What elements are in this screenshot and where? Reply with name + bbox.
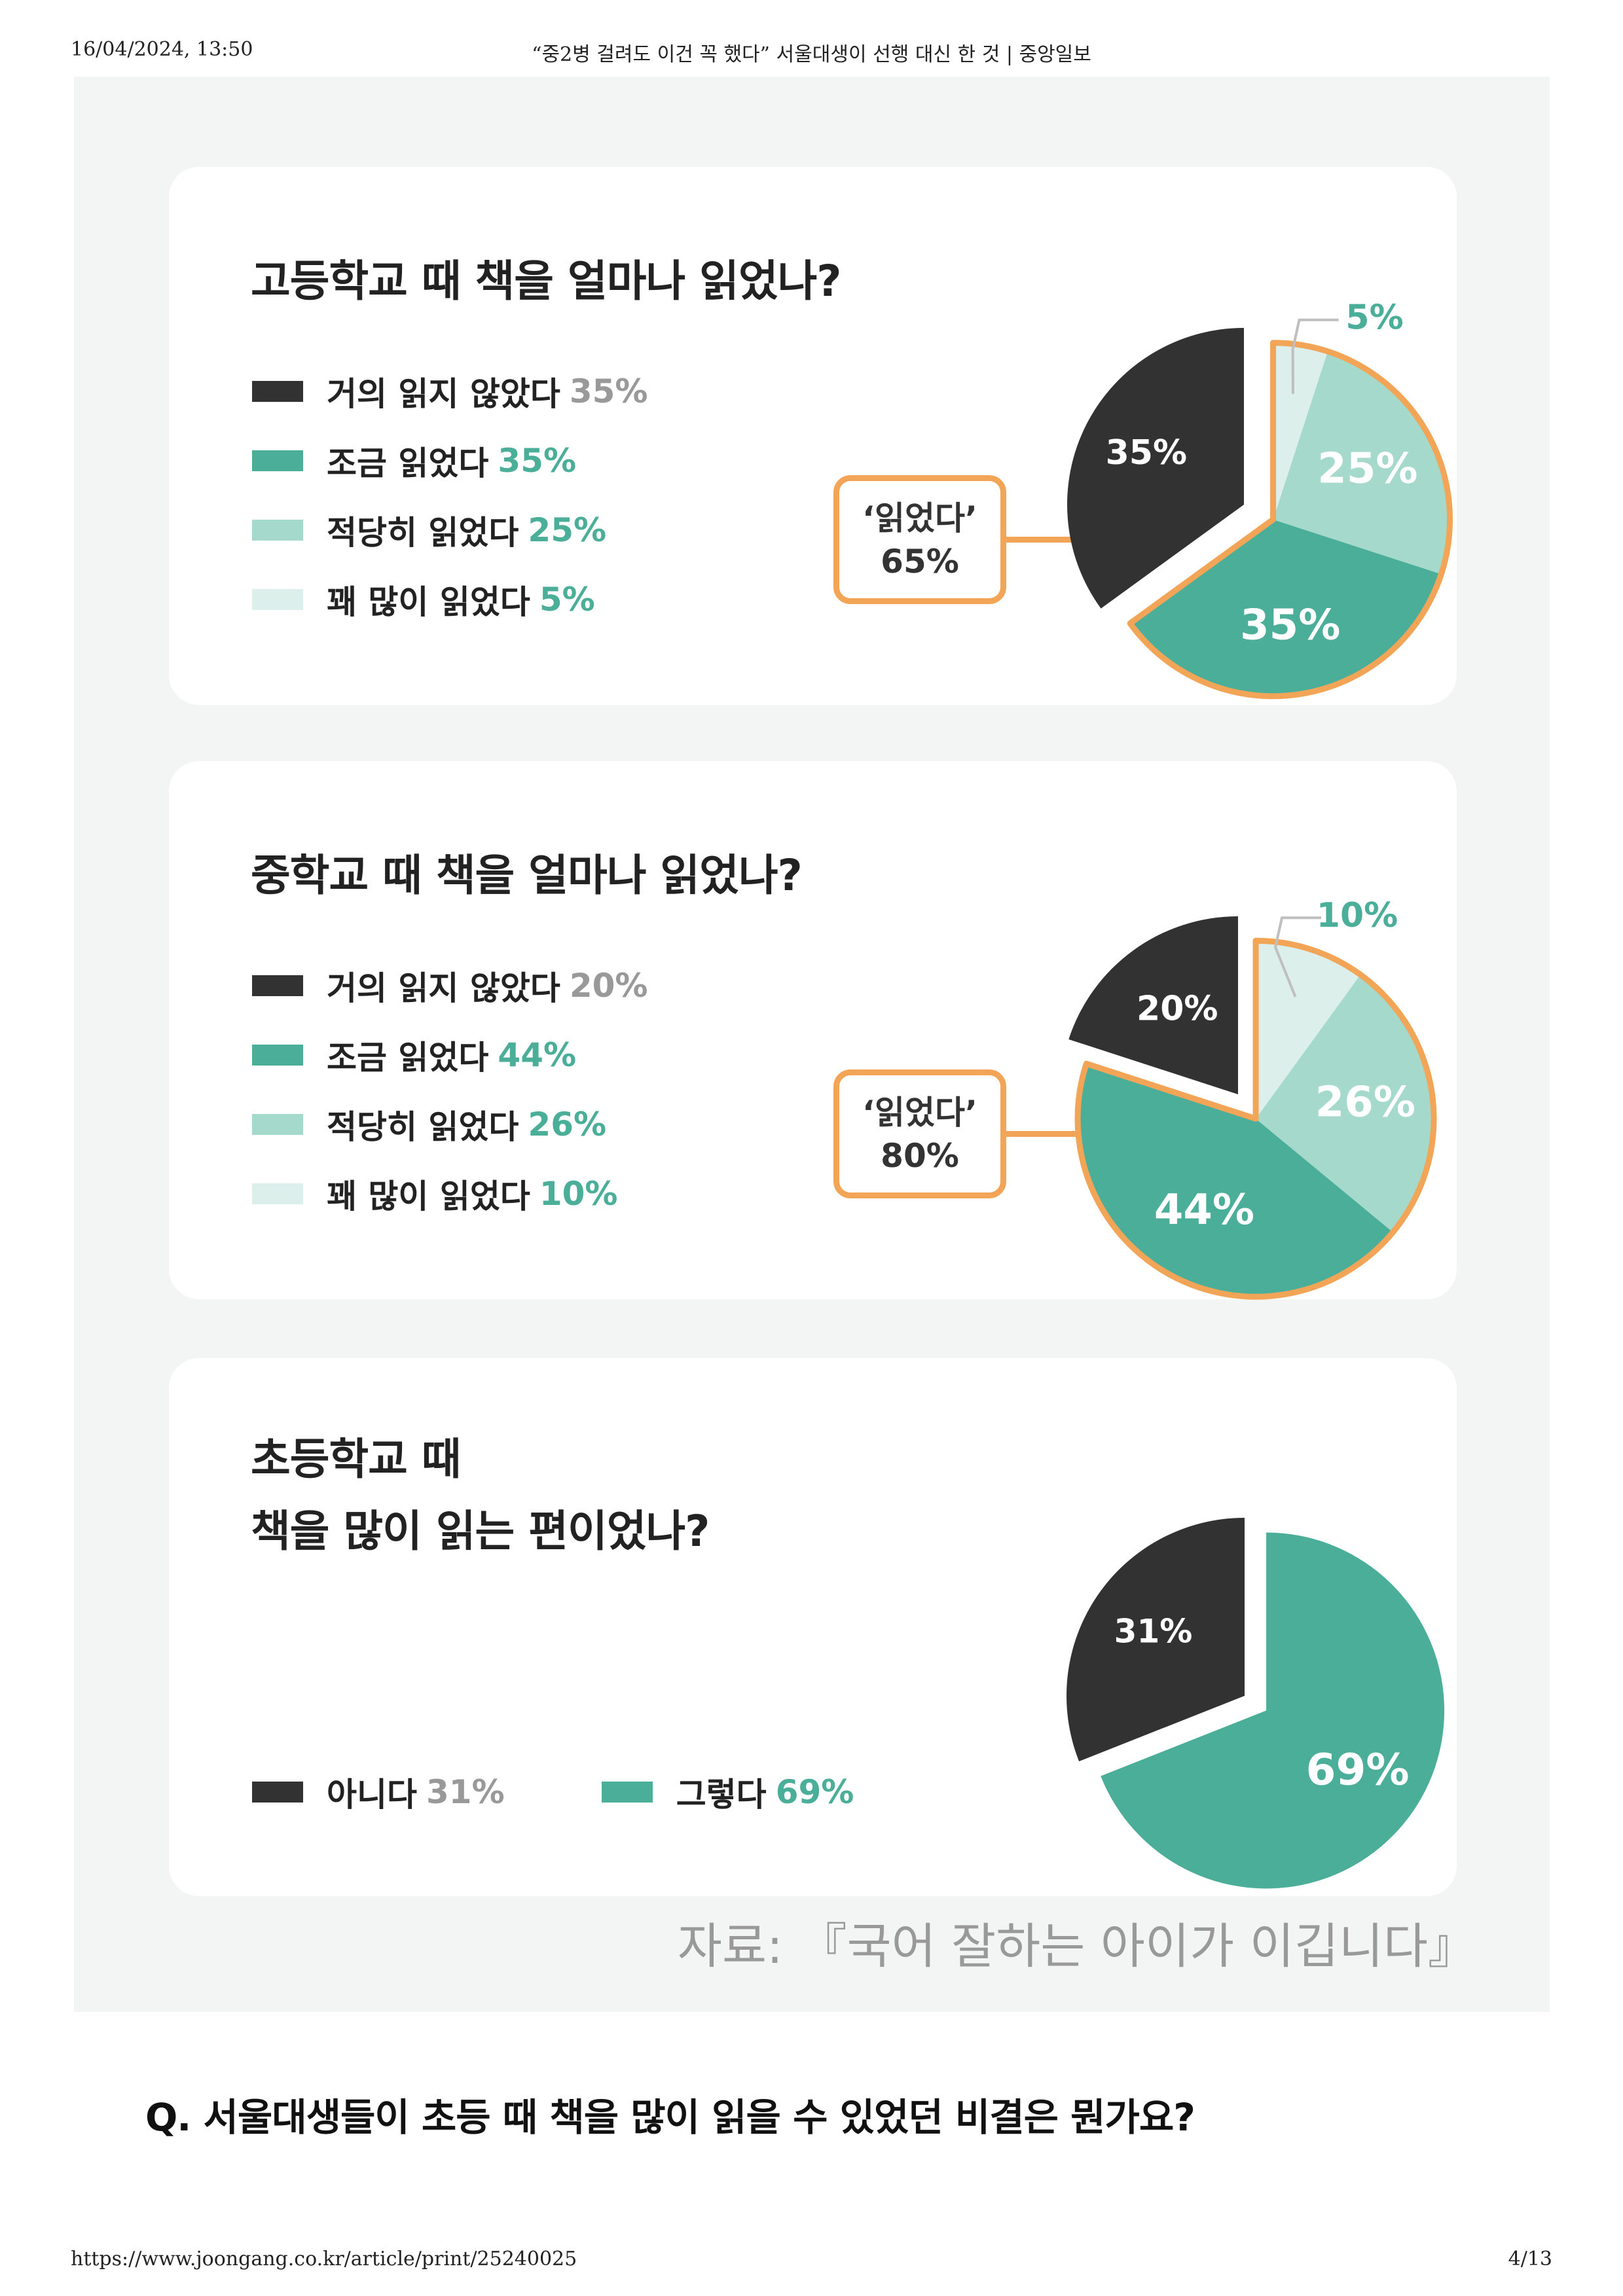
legend-value: 35%: [498, 442, 577, 480]
pie-slice: [1256, 975, 1434, 1232]
print-page-title: “중2병 걸려도 이건 꼭 했다” 서울대생이 선행 대신 한 것 | 중앙일보: [532, 43, 1091, 66]
legend-label: 조금 읽었다: [327, 444, 489, 482]
title-line: 책을 많이 읽는 편이었나?: [251, 1506, 710, 1556]
pie-exploded-group: [1074, 937, 1437, 1300]
legend-swatch: [252, 975, 303, 996]
pie-slice-label: 5%: [1345, 298, 1403, 338]
interview-question: Q. 서울대생들이 초등 때 책을 많이 읽을 수 있었던 비결은 뭔가요?: [145, 2095, 1195, 2140]
pie-slice: [1067, 328, 1244, 609]
legend-swatch: [252, 450, 303, 471]
high-school-pie-chart: 35% 35% 25% 5%: [1067, 298, 1453, 700]
high-school-card: 고등학교 때 책을 얼마나 읽었나? 거의 읽지 않았다 35% 조금 읽었다 35…: [169, 167, 1457, 705]
print-date: 16/04/2024, 13:50: [71, 38, 253, 61]
legend-label: 조금 읽었다: [327, 1039, 489, 1077]
label-leader-line: [1273, 916, 1322, 997]
legend-item: 그렇다 69%: [601, 1757, 854, 1827]
pie-slice-label: 35%: [1240, 601, 1340, 650]
legend-label: 거의 읽지 않았다: [327, 375, 560, 413]
legend-swatch: [252, 1045, 303, 1066]
pie-exploded-group: [1101, 1532, 1445, 1889]
elementary-school-pie-chart: 31% 69%: [1067, 1518, 1445, 1889]
pie-slice: [1078, 1064, 1393, 1297]
legend-item: 거의 읽지 않았다 35%: [252, 357, 648, 426]
pie-slice-label: 69%: [1306, 1744, 1410, 1795]
callout-label: ‘읽었다’: [862, 1093, 977, 1132]
legend-swatch: [252, 520, 303, 541]
callout-value: 65%: [881, 542, 959, 581]
legend-swatch: [601, 1782, 653, 1803]
pie-slices: [1068, 916, 1238, 1094]
legend-item: 조금 읽었다 35%: [252, 426, 648, 495]
pie-slice-label: 44%: [1154, 1186, 1254, 1234]
middle-school-pie-chart: 20% 44% 26% 10%: [1068, 896, 1437, 1300]
read-group-outline: [1127, 340, 1453, 700]
pie-slice: [1130, 519, 1442, 696]
legend-label: 아니다: [327, 1776, 417, 1814]
pie-slices: [1067, 1518, 1245, 1762]
pie-slice-label: 35%: [1106, 433, 1187, 473]
high-school-legend: 거의 읽지 않았다 35% 조금 읽었다 35% 적당히 읽었다 25% 꽤 많이 읽…: [252, 357, 648, 634]
pie-exploded-group: [1127, 340, 1453, 700]
pie-slice-label: 31%: [1114, 1613, 1193, 1651]
pie-slice: [1273, 342, 1328, 520]
legend-swatch: [252, 1782, 303, 1803]
legend-value: 20%: [569, 967, 648, 1005]
callout-label: ‘읽었다’: [862, 499, 977, 537]
legend-value: 25%: [528, 511, 607, 549]
legend-swatch: [252, 1114, 303, 1135]
middle-school-legend: 거의 읽지 않았다 20% 조금 읽었다 44% 적당히 읽었다 26% 꽤 많이 읽…: [252, 951, 648, 1229]
read-group-outline: [1074, 937, 1437, 1300]
infographic: 고등학교 때 책을 얼마나 읽었나? 거의 읽지 않았다 35% 조금 읽었다 35…: [74, 77, 1550, 2012]
legend-value: 31%: [426, 1773, 505, 1811]
print-url: https://www.joongang.co.kr/article/print…: [71, 2248, 577, 2270]
source-credit: 자료: 『국어 잘하는 아이가 이깁니다』: [677, 1918, 1476, 1975]
page-number: 4/13: [1508, 2248, 1552, 2270]
title-line: 초등학교 때: [251, 1434, 462, 1484]
legend-swatch: [252, 381, 303, 402]
legend-item: 조금 읽었다 44%: [252, 1020, 648, 1090]
legend-label: 적당히 읽었다: [327, 1108, 519, 1146]
legend-label: 꽤 많이 읽었다: [327, 583, 530, 621]
legend-value: 35%: [569, 372, 648, 410]
middle-school-card: 중학교 때 책을 얼마나 읽었나? 거의 읽지 않았다 20% 조금 읽었다 44%…: [169, 761, 1457, 1300]
pie-slice-label: 10%: [1317, 896, 1398, 935]
callout-value: 80%: [881, 1136, 959, 1175]
legend-value: 5%: [539, 581, 595, 619]
pie-slice: [1068, 916, 1238, 1094]
callout-connector: [1006, 1131, 1085, 1137]
pie-slices: [1067, 328, 1244, 609]
legend-value: 44%: [498, 1036, 577, 1074]
legend-value: 10%: [539, 1175, 618, 1213]
middle-school-title: 중학교 때 책을 얼마나 읽었나?: [251, 850, 803, 901]
legend-swatch: [252, 1183, 303, 1204]
legend-item: 아니다 31%: [252, 1757, 505, 1827]
pie-slice: [1067, 1518, 1245, 1762]
pie-slice-label: 20%: [1137, 989, 1218, 1028]
legend-label: 꽤 많이 읽었다: [327, 1177, 530, 1215]
legend-item: 적당히 읽었다 25%: [252, 495, 648, 565]
legend-label: 거의 읽지 않았다: [327, 969, 560, 1007]
legend-label: 적당히 읽었다: [327, 514, 519, 552]
high-school-title: 고등학교 때 책을 얼마나 읽었나?: [251, 256, 842, 306]
legend-swatch: [252, 589, 303, 610]
legend-value: 26%: [528, 1105, 607, 1143]
legend-value: 69%: [775, 1773, 854, 1811]
legend-item: 꽤 많이 읽었다 5%: [252, 565, 648, 634]
legend-label: 그렇다: [676, 1776, 767, 1814]
legend-item: 거의 읽지 않았다 20%: [252, 951, 648, 1020]
callout-connector: [1006, 537, 1095, 543]
elementary-school-legend: 아니다 31% 그렇다 69%: [252, 1757, 854, 1827]
legend-item: 적당히 읽었다 26%: [252, 1090, 648, 1159]
pie-slice: [1256, 941, 1360, 1119]
pie-slice-label: 25%: [1317, 445, 1417, 493]
label-leader-line: [1291, 318, 1339, 394]
legend-item: 꽤 많이 읽었다 10%: [252, 1159, 648, 1229]
read-total-callout: ‘읽었다’ 65%: [833, 475, 1006, 604]
pie-slice: [1273, 351, 1450, 575]
read-total-callout: ‘읽었다’ 80%: [833, 1069, 1006, 1198]
elementary-school-card: 초등학교 때 책을 많이 읽는 편이었나? 아니다 31% 그렇다 69% 31% 69…: [169, 1358, 1457, 1896]
pie-slice: [1101, 1532, 1445, 1889]
pie-slice-label: 26%: [1315, 1079, 1415, 1127]
